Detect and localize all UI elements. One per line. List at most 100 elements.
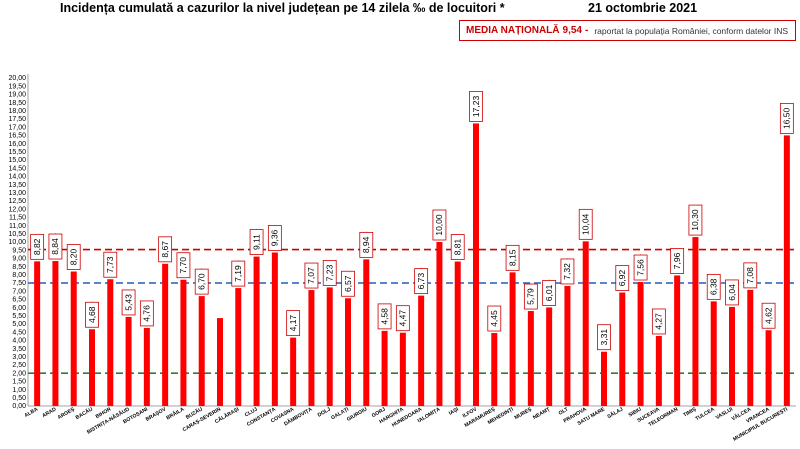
value-label: 9,36 xyxy=(267,225,282,251)
value-label-text: 7,70 xyxy=(178,257,188,274)
bar xyxy=(747,289,754,406)
value-label-box xyxy=(359,231,374,258)
value-label-box xyxy=(377,303,392,330)
value-label-text: 8,82 xyxy=(32,238,42,255)
value-label-box xyxy=(469,91,483,122)
value-label-box xyxy=(761,302,776,329)
value-label-box xyxy=(432,209,447,241)
value-label-box xyxy=(560,258,575,285)
x-tick-label: ALBA xyxy=(24,406,40,419)
value-label-text: 8,15 xyxy=(507,249,517,266)
value-label-text: 6,01 xyxy=(544,284,554,301)
y-tick-label: 12,00 xyxy=(8,206,26,213)
y-tick-label: 11,00 xyxy=(9,223,26,230)
x-tick-label: NEAMȚ xyxy=(532,406,552,421)
x-tick-label: MUREȘ xyxy=(514,406,534,421)
national-average-dash: - xyxy=(584,25,589,36)
value-label: 6,01 xyxy=(542,280,557,306)
value-label: 6,38 xyxy=(706,273,721,300)
bar xyxy=(399,332,406,406)
bar xyxy=(381,330,388,406)
value-label-text: 8,81 xyxy=(453,238,463,255)
value-label-text: 6,04 xyxy=(727,284,737,301)
value-label-text: 6,70 xyxy=(197,273,207,290)
y-tick-label: 6,50 xyxy=(12,297,26,304)
value-label-box xyxy=(450,234,465,260)
value-label: 5,79 xyxy=(523,283,538,310)
y-tick-label: 14,00 xyxy=(8,174,26,181)
y-tick-label: 1,50 xyxy=(12,379,26,386)
value-label-text: 10,30 xyxy=(690,209,700,231)
x-tick-label: TULCEA xyxy=(694,406,715,422)
value-label-box xyxy=(249,229,264,255)
value-label-text: 6,38 xyxy=(709,278,719,295)
value-label: 8,20 xyxy=(66,244,81,270)
value-label-text: 4,27 xyxy=(654,313,664,330)
value-label-text: 17,23 xyxy=(471,96,481,118)
value-label: 4,62 xyxy=(761,302,776,329)
value-label: 10,30 xyxy=(688,204,703,236)
value-label: 8,15 xyxy=(505,244,520,271)
y-tick-label: 7,00 xyxy=(12,288,26,295)
x-tick-label: BRAȘOV xyxy=(145,406,168,423)
y-tick-label: 10,50 xyxy=(8,231,26,238)
value-label: 7,73 xyxy=(103,251,118,278)
bar xyxy=(308,290,315,406)
value-label: 7,23 xyxy=(322,260,337,286)
grid-layer xyxy=(27,74,796,407)
value-label-box xyxy=(688,204,703,236)
y-tick-label: 16,00 xyxy=(8,141,26,148)
value-label: 4,58 xyxy=(377,303,392,330)
y-tick-label: 8,00 xyxy=(12,272,26,279)
bar xyxy=(473,123,479,406)
value-label-box xyxy=(194,268,209,295)
y-tick-label: 3,50 xyxy=(12,346,26,353)
national-average-value: 9,54 xyxy=(562,25,582,36)
bar xyxy=(491,333,498,406)
value-label-text: 6,57 xyxy=(343,275,353,292)
value-label-text: 7,32 xyxy=(562,263,572,280)
value-label-box xyxy=(304,262,319,289)
national-average-note: raportat la populația României, conform … xyxy=(594,25,789,36)
y-tick-label: 8,50 xyxy=(12,264,26,271)
value-label: 7,32 xyxy=(560,258,575,285)
bar xyxy=(345,298,351,406)
y-tick-label: 19,00 xyxy=(8,92,26,99)
bar xyxy=(509,272,516,406)
value-label-text: 7,07 xyxy=(306,267,316,284)
value-label-text: 8,67 xyxy=(160,241,170,258)
y-tick-label: 13,00 xyxy=(8,190,26,197)
value-label-text: 9,11 xyxy=(251,234,261,250)
value-label-text: 8,20 xyxy=(69,248,79,265)
bar xyxy=(125,316,132,406)
value-label-text: 4,17 xyxy=(288,315,298,332)
y-tick-label: 15,00 xyxy=(8,157,26,164)
bar xyxy=(674,275,681,406)
x-tick-label: ARGEȘ xyxy=(57,406,76,421)
value-label: 4,27 xyxy=(651,308,666,335)
x-tick-label: OLT xyxy=(558,406,570,417)
value-label-box xyxy=(121,289,136,316)
bar xyxy=(418,295,425,406)
value-label: 6,92 xyxy=(615,265,630,291)
y-tick-label: 4,00 xyxy=(12,338,26,345)
y-tick-label: 10,00 xyxy=(8,239,26,246)
value-label-box xyxy=(267,225,282,251)
bar xyxy=(454,261,461,406)
y-tick-label: 16,50 xyxy=(8,133,26,140)
value-label: 7,56 xyxy=(633,254,648,281)
value-label: 4,45 xyxy=(487,305,502,332)
bar xyxy=(34,261,41,406)
value-label-box xyxy=(139,300,154,327)
bar xyxy=(710,301,717,406)
value-label: 16,50 xyxy=(779,103,794,134)
value-label: 8,94 xyxy=(359,231,374,258)
y-tick-label: 7,50 xyxy=(12,280,26,287)
value-label: 6,57 xyxy=(341,270,355,297)
bar xyxy=(655,335,662,406)
y-tick-label: 4,50 xyxy=(12,329,26,336)
bar xyxy=(162,263,169,406)
y-tick-label: 17,00 xyxy=(8,124,26,131)
value-label: 4,47 xyxy=(395,305,410,332)
value-label-text: 5,79 xyxy=(526,288,536,305)
